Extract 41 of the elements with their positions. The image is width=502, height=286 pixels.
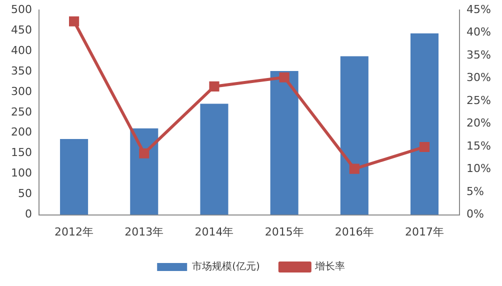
- y2-tick-label: 25%: [466, 94, 492, 107]
- y2-tick-label: 0%: [466, 208, 484, 221]
- x-tick-label: 2017年: [405, 225, 444, 238]
- y2-tick-label: 35%: [466, 48, 492, 62]
- legend-label: 增长率: [314, 260, 345, 273]
- y-tick-label: 50: [18, 187, 32, 200]
- y-tick-label: 250: [10, 105, 32, 118]
- point: [209, 81, 220, 92]
- y2-tick-label: 20%: [466, 116, 492, 130]
- legend-label: 市场规模(亿元): [192, 260, 260, 273]
- y2-tick-label: 45%: [466, 2, 492, 16]
- y-tick-label: 150: [10, 146, 32, 160]
- y2-tick-label: 15%: [466, 139, 492, 152]
- y-tick-label: 400: [10, 44, 32, 57]
- bar: [200, 104, 228, 215]
- y2-tick-label: 40%: [466, 26, 492, 39]
- point: [279, 72, 290, 82]
- bar: [410, 33, 439, 215]
- x-tick-label: 2016年: [334, 225, 374, 238]
- y-tick-label: 450: [10, 23, 32, 36]
- x-tick-label: 2013年: [124, 225, 164, 238]
- point: [139, 148, 150, 158]
- point: [419, 142, 430, 152]
- point: [69, 16, 80, 26]
- bar: [130, 128, 158, 215]
- y-tick-label: 0: [24, 208, 32, 221]
- y-tick-label: 300: [10, 84, 32, 98]
- bar: [340, 56, 368, 215]
- point: [349, 164, 360, 174]
- y-tick-label: 500: [10, 2, 32, 16]
- y-tick-label: 100: [10, 166, 32, 180]
- x-tick-label: 2012年: [54, 225, 94, 238]
- y-tick-label: 350: [10, 64, 32, 78]
- y-tick-label: 200: [10, 126, 32, 139]
- x-tick-label: 2014年: [194, 225, 234, 238]
- bar: [270, 71, 298, 215]
- y2-tick-label: 5%: [466, 184, 484, 198]
- x-tick-label: 2015年: [264, 225, 304, 238]
- bar: [60, 139, 88, 215]
- y2-tick-label: 10%: [466, 162, 492, 176]
- y2-tick-label: 30%: [466, 71, 492, 84]
